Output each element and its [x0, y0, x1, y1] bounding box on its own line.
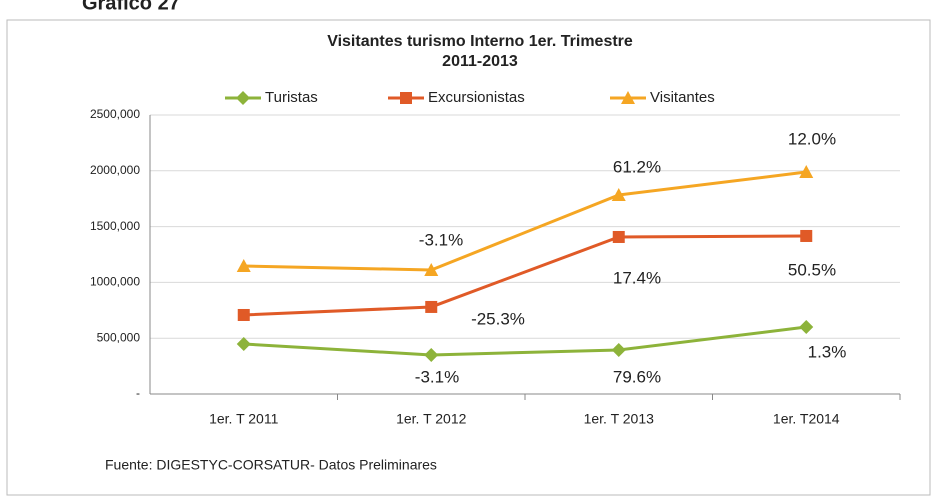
- annotation: -3.1%: [419, 230, 463, 249]
- point: [424, 347, 439, 362]
- x-tick-label: 1er. T 2011: [209, 411, 278, 427]
- point: [237, 308, 250, 321]
- x-tick-label: 1er. T2014: [773, 411, 840, 427]
- point: [425, 300, 438, 313]
- legend-label: Excursionistas: [428, 89, 525, 106]
- point: [611, 188, 626, 202]
- legend-marker: [621, 91, 635, 104]
- point: [799, 320, 814, 335]
- annotation: 17.4%: [613, 268, 661, 287]
- annotation: 1.3%: [808, 342, 847, 361]
- y-tick-label: 500,000: [97, 330, 141, 344]
- point: [612, 230, 625, 243]
- x-tick-label: 1er. T 2013: [584, 411, 655, 427]
- series-line: [243, 170, 807, 272]
- y-tick-label: 2500,000: [90, 107, 140, 121]
- y-tick-label: 1000,000: [90, 275, 140, 289]
- legend-marker: [400, 92, 412, 104]
- legend-marker: [236, 91, 250, 105]
- legend-label: Visitantes: [650, 89, 715, 106]
- annotation: 61.2%: [613, 157, 661, 176]
- series-line: [243, 234, 807, 317]
- point: [800, 229, 813, 242]
- point: [799, 165, 814, 179]
- x-tick-label: 1er. T 2012: [396, 411, 467, 427]
- y-tick-label: 1500,000: [90, 219, 140, 233]
- point: [611, 343, 626, 358]
- annotation: -3.1%: [415, 367, 459, 386]
- chart-subtitle: 2011-2013: [442, 53, 518, 70]
- heading: Gráfico 27: [82, 0, 180, 14]
- point: [236, 337, 251, 352]
- chart-title: Visitantes turismo Interno 1er. Trimestr…: [327, 33, 633, 50]
- legend-label: Turistas: [265, 89, 318, 106]
- y-tick-label: -: [136, 386, 140, 400]
- source: Fuente: DIGESTYC-CORSATUR- Datos Prelimi…: [105, 457, 437, 473]
- annotation: 79.6%: [613, 367, 661, 386]
- annotation: 50.5%: [788, 260, 836, 279]
- series-line: [243, 325, 807, 357]
- point: [236, 258, 251, 272]
- annotation: 12.0%: [788, 129, 836, 148]
- point: [424, 263, 439, 277]
- y-tick-label: 2000,000: [90, 163, 140, 177]
- chart-frame: [6, 19, 931, 496]
- annotation: -25.3%: [471, 309, 525, 328]
